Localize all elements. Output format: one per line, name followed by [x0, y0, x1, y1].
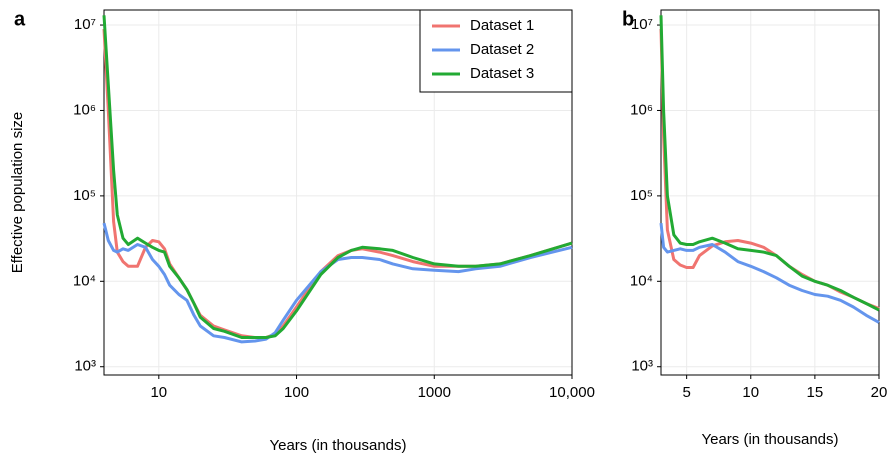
x-tick-label: 1000	[418, 384, 451, 401]
series-line	[659, 28, 880, 310]
series-line	[659, 222, 880, 324]
y-tick-label: 10⁴	[73, 272, 96, 289]
x-tick-label: 10,000	[549, 384, 595, 401]
x-tick-label: 15	[807, 384, 824, 401]
y-axis-label: Effective population size	[9, 112, 26, 274]
y-tick-label: 10³	[74, 358, 96, 375]
y-tick-label: 10⁴	[630, 272, 653, 289]
y-tick-label: 10⁵	[73, 187, 96, 204]
x-tick-label: 20	[871, 384, 888, 401]
legend-label: Dataset 2	[470, 41, 534, 58]
series-line	[102, 28, 573, 339]
series-line	[659, 15, 880, 312]
x-tick-label: 5	[682, 384, 690, 401]
panel-label: a	[14, 8, 26, 30]
series-line	[102, 15, 573, 339]
y-tick-label: 10⁶	[630, 101, 653, 118]
y-tick-label: 10⁶	[73, 101, 96, 118]
plot-frame	[660, 9, 880, 376]
series-line	[102, 222, 573, 344]
x-tick-label: 10	[742, 384, 759, 401]
legend-label: Dataset 1	[470, 17, 534, 34]
plot-frame	[103, 9, 573, 376]
y-tick-label: 10⁷	[74, 16, 96, 33]
x-tick-label: 10	[150, 384, 167, 401]
y-tick-label: 10⁷	[631, 16, 653, 33]
x-axis-label: Years (in thousands)	[269, 437, 406, 454]
panel-label: b	[622, 8, 634, 30]
y-tick-label: 10⁵	[630, 187, 653, 204]
legend-label: Dataset 3	[470, 65, 534, 82]
x-axis-label: Years (in thousands)	[701, 431, 838, 448]
y-tick-label: 10³	[631, 358, 653, 375]
x-tick-label: 100	[284, 384, 309, 401]
